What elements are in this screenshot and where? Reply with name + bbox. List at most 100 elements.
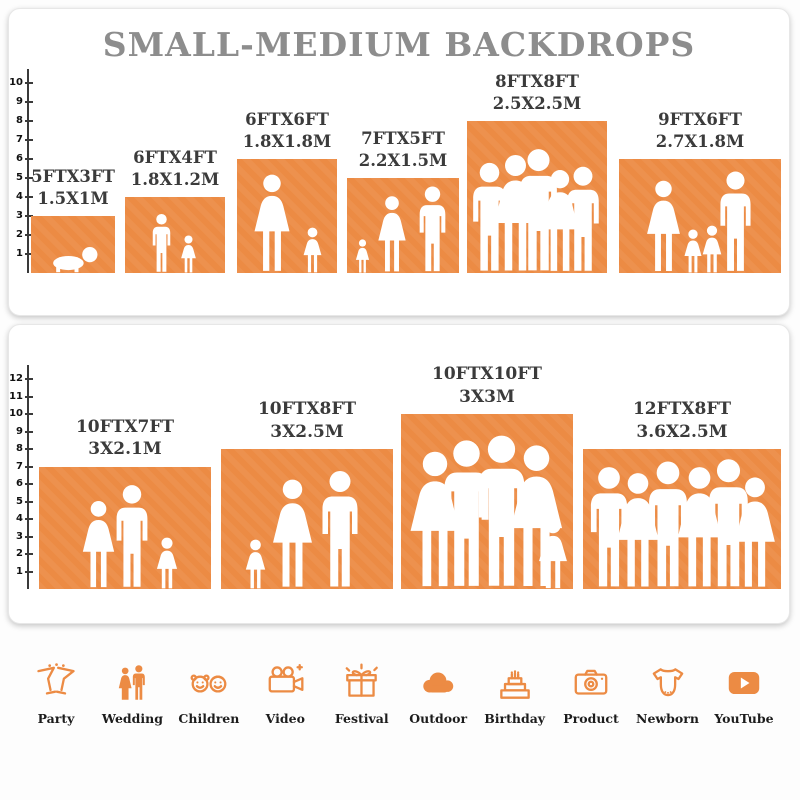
people-silhouette — [254, 174, 322, 273]
category-label: Outdoor — [409, 711, 468, 726]
category-label: Wedding — [101, 711, 163, 726]
people-silhouette — [647, 171, 751, 273]
category-label: Children — [178, 711, 240, 726]
category-birthday: Birthday — [481, 662, 549, 726]
size-ft: 10FTX8FT — [257, 399, 357, 420]
size-ft: 10FTX7FT — [75, 416, 175, 437]
ruler-tick: 2 — [6, 229, 33, 241]
ruler-tick: 9 — [6, 96, 33, 108]
page-title: SMALL-MEDIUM BACKDROPS — [102, 25, 696, 64]
backdrop-bar — [221, 449, 393, 589]
bar-size-label: 10FTX7FT 3X2.1M — [76, 416, 174, 461]
bar-size-label: 9FTX6FT 2.7X1.8M — [656, 109, 744, 153]
panel-small-medium-top: SMALL-MEDIUM BACKDROPS 1 2 3 4 5 6 7 8 9 10 5FTX3… — [8, 8, 790, 316]
ruler-tick: 10 — [6, 408, 33, 420]
size-ft: 7FTX5FT — [361, 129, 445, 149]
size-m: 3X3M — [459, 386, 515, 407]
category-label: Birthday — [484, 711, 546, 726]
category-label: Party — [37, 711, 75, 726]
people-silhouette — [53, 247, 98, 273]
bar-size-label: 6FTX6FT 1.8X1.8M — [243, 109, 331, 153]
category-label: YouTube — [714, 711, 774, 726]
bar-size-label: 10FTX8FT 3X2.5M — [258, 398, 356, 443]
backdrop-bar — [583, 449, 781, 589]
ruler-tick: 2 — [6, 548, 33, 560]
ruler-tick: 1 — [6, 248, 33, 260]
bar-size-label: 5FTX3FT 1.5X1M — [31, 166, 115, 210]
size-ft: 8FTX8FT — [495, 72, 579, 92]
ruler-tick: 12 — [6, 373, 33, 385]
backdrop-bar — [39, 466, 211, 589]
backdrop-6ftx4ft: 6FTX4FT 1.8X1.2M — [125, 147, 225, 273]
bar-size-label: 10FTX10FT 3X3M — [432, 363, 542, 408]
backdrop-bar — [467, 121, 607, 273]
ruler-tick: 11 — [6, 391, 33, 403]
category-wedding: Wedding — [98, 662, 166, 726]
size-m: 3X2.5M — [270, 421, 344, 442]
category-label: Newborn — [636, 711, 699, 726]
birthday-icon — [499, 670, 530, 699]
category-festival: Festival — [328, 662, 396, 726]
backdrop-7ftx5ft: 7FTX5FT 2.2X1.5M — [347, 128, 459, 273]
category-children: Children — [175, 662, 243, 726]
people-silhouette — [245, 471, 358, 589]
size-ft: 6FTX4FT — [133, 148, 217, 168]
ruler-tick: 3 — [6, 210, 33, 222]
backdrop-5ftx3ft: 5FTX3FT 1.5X1M — [31, 166, 115, 273]
people-silhouette — [473, 149, 599, 271]
size-m: 3.6X2.5M — [636, 421, 728, 442]
backdrop-bar — [619, 159, 781, 273]
size-ft: 6FTX6FT — [245, 110, 329, 130]
bar-size-label: 12FTX8FT 3.6X2.5M — [633, 398, 731, 443]
ruler-tick: 9 — [6, 426, 33, 438]
backdrop-10ftx10ft: 10FTX10FT 3X3M — [401, 363, 573, 589]
category-label: Festival — [334, 711, 389, 726]
category-party: Party — [22, 662, 90, 726]
size-ft: 10FTX10FT — [432, 364, 542, 385]
size-m: 2.7X1.8M — [655, 132, 745, 152]
size-m: 1.8X1.2M — [130, 170, 220, 190]
category-newborn: Newborn — [634, 662, 702, 726]
backdrop-bar — [31, 216, 115, 273]
youtube-icon — [728, 671, 760, 695]
size-ft: 9FTX6FT — [658, 110, 742, 130]
category-label: Video — [265, 711, 305, 726]
people-silhouette — [410, 435, 567, 589]
size-m: 1.8X1.8M — [242, 132, 332, 152]
ruler-tick: 10 — [6, 77, 33, 89]
backdrop-12ftx8ft: 12FTX8FT 3.6X2.5M — [583, 398, 781, 589]
size-m: 2.5X2.5M — [492, 94, 582, 114]
ruler-tick: 1 — [6, 566, 33, 578]
people-silhouette — [82, 485, 178, 589]
size-ft: 12FTX8FT — [632, 399, 732, 420]
size-m: 3X2.1M — [88, 439, 162, 460]
backdrop-9ftx6ft: 9FTX6FT 2.7X1.8M — [619, 109, 781, 273]
newborn-icon — [652, 668, 683, 697]
category-label: Product — [563, 711, 619, 726]
festival-icon — [345, 663, 378, 697]
size-ft: 5FTX3FT — [31, 167, 115, 187]
ruler-scale: 1 2 3 4 5 6 7 8 9 10 — [9, 69, 33, 273]
people-silhouette — [590, 459, 775, 587]
panel-small-medium-bottom: 1 2 3 4 5 6 7 8 9 10 11 12 10FTX7FT 3X2.1M 10FTX8FT… — [8, 324, 790, 624]
bar-size-label: 6FTX4FT 1.8X1.2M — [131, 147, 219, 191]
category-product: Product — [557, 662, 625, 726]
people-silhouette — [152, 214, 196, 273]
ruler-tick: 6 — [6, 478, 33, 490]
bar-size-label: 7FTX5FT 2.2X1.5M — [359, 128, 447, 172]
wedding-icon — [119, 665, 146, 700]
category-row: Party Wedding — [0, 662, 800, 726]
video-icon — [268, 663, 304, 693]
bar-size-label: 8FTX8FT 2.5X2.5M — [493, 71, 581, 115]
backdrop-6ftx6ft: 6FTX6FT 1.8X1.8M — [237, 109, 337, 273]
ruler-tick: 4 — [6, 513, 33, 525]
size-m: 2.2X1.5M — [358, 151, 448, 171]
ruler-tick: 5 — [6, 172, 33, 184]
category-video: Video — [251, 662, 319, 726]
people-silhouette — [355, 186, 446, 273]
backdrop-bar — [347, 178, 459, 273]
backdrop-8ftx8ft: 8FTX8FT 2.5X2.5M — [467, 71, 607, 273]
size-m: 1.5X1M — [37, 189, 109, 209]
backdrop-10ftx8ft: 10FTX8FT 3X2.5M — [221, 398, 393, 589]
ruler-scale: 1 2 3 4 5 6 7 8 9 10 11 12 — [9, 365, 33, 589]
